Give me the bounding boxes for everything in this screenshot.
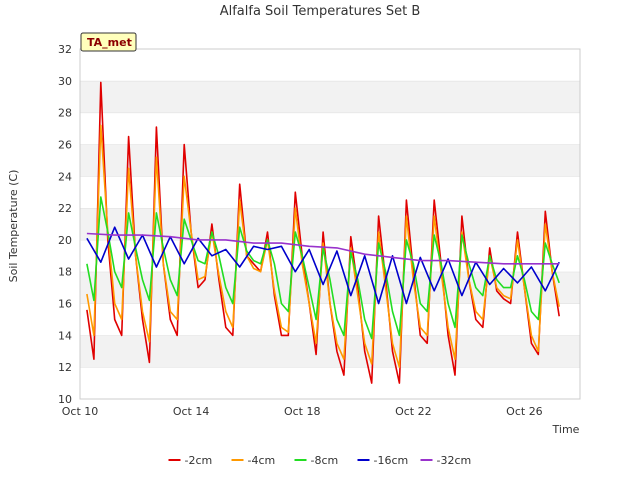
y-tick-label: 14: [58, 329, 72, 342]
legend-label: -8cm: [311, 454, 339, 467]
y-tick-label: 28: [58, 107, 72, 120]
x-tick-label: Oct 10: [62, 405, 99, 418]
x-tick-label: Oct 26: [506, 405, 543, 418]
series-line-32cm: [86, 232, 560, 265]
x-tick-label: Oct 14: [173, 405, 210, 418]
y-tick-label: 24: [58, 170, 72, 183]
y-tick-label: 16: [58, 298, 72, 311]
legend-label: -32cm: [437, 454, 472, 467]
legend: -2cm -4cm -8cm -16cm -32cm: [168, 454, 472, 467]
legend-label: -2cm: [185, 454, 213, 467]
legend-label: -16cm: [374, 454, 409, 467]
x-tick-label: Oct 18: [284, 405, 321, 418]
y-axis-label: Soil Temperature (C): [7, 170, 20, 283]
y-tick-label: 12: [58, 361, 72, 374]
y-tick-label: 20: [58, 234, 72, 247]
y-axis: 10 12 14 16 18 20 22 24 26 28 30 32: [58, 43, 72, 406]
tag-box: [80, 32, 137, 52]
y-tick-label: 18: [58, 266, 72, 279]
x-axis-label: Time: [552, 423, 580, 436]
grid-band: [80, 208, 580, 240]
y-tick-label: 30: [58, 75, 72, 88]
series-line-16cm: [86, 226, 560, 305]
tag-label: TA_met: [87, 36, 132, 49]
plot-border: [79, 48, 581, 400]
x-axis: Oct 10 Oct 14 Oct 18 Oct 22 Oct 26: [62, 405, 543, 418]
grid-band: [80, 335, 580, 368]
legend-label: -4cm: [248, 454, 276, 467]
grid-band: [80, 176, 580, 209]
series-lines: [86, 81, 560, 384]
grid-band: [80, 80, 580, 113]
grid-band: [80, 367, 580, 399]
y-tick-label: 32: [58, 43, 72, 56]
grid-band: [80, 144, 580, 177]
x-tick-label: Oct 22: [395, 405, 432, 418]
tag-badge: TA_met: [80, 32, 137, 52]
y-tick-label: 26: [58, 138, 72, 151]
grid-band: [80, 112, 580, 145]
y-tick-label: 10: [58, 393, 72, 406]
chart-title: Alfalfa Soil Temperatures Set B: [220, 4, 421, 19]
series-line-4cm: [86, 124, 560, 369]
y-tick-label: 22: [58, 202, 72, 215]
grid-band: [80, 49, 580, 81]
